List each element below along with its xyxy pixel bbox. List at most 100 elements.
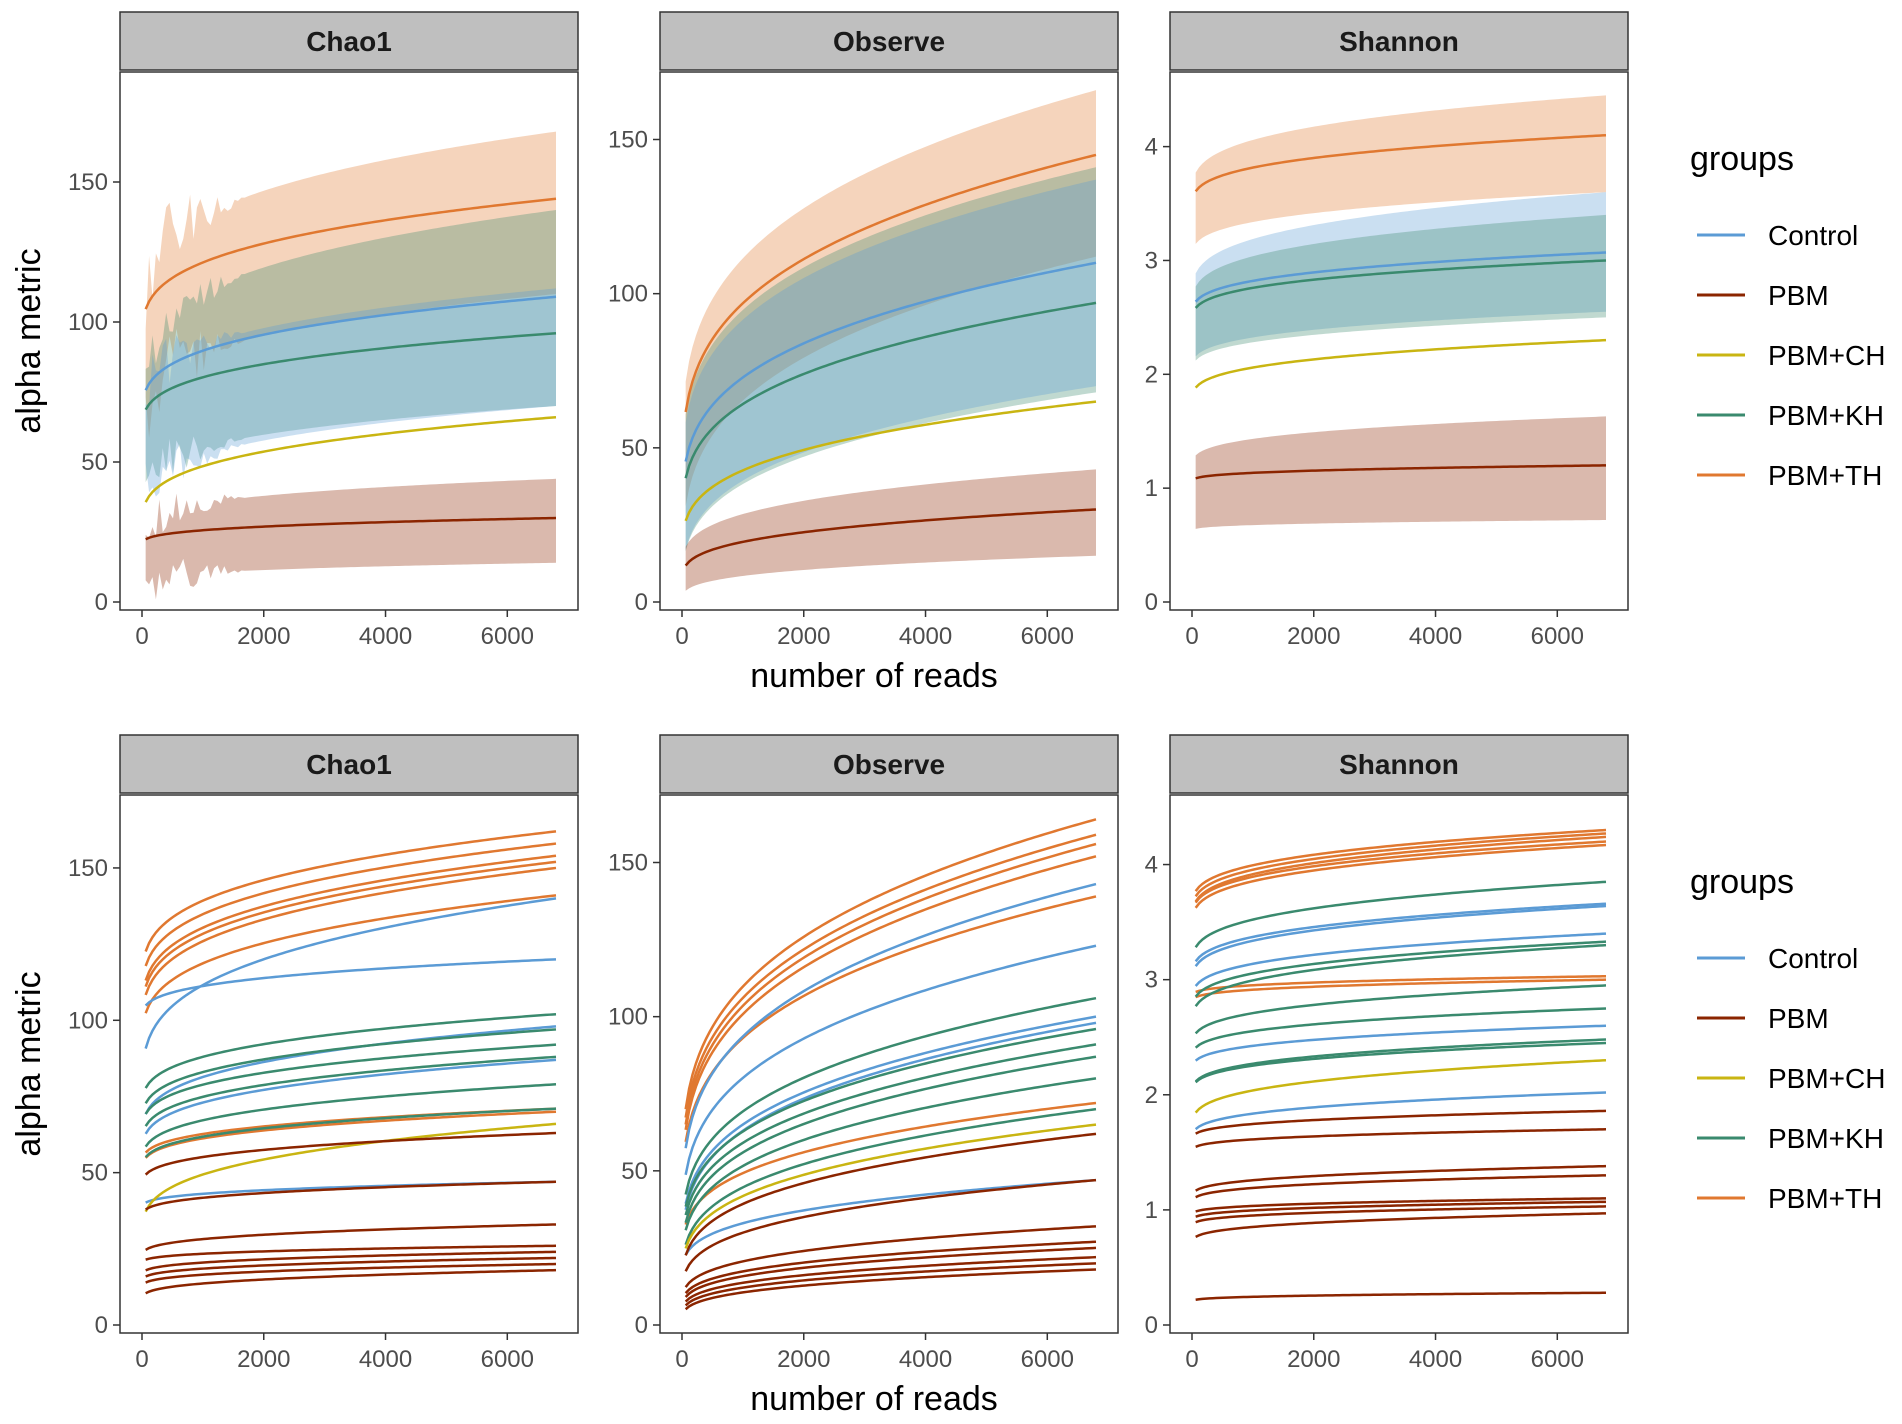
y-tick-label: 100 bbox=[68, 309, 108, 336]
sample-line-pbm-kh-4 bbox=[144, 1055, 557, 1127]
facet-title: Chao1 bbox=[306, 749, 392, 780]
sample-line-pbm-kh-7 bbox=[1194, 1041, 1607, 1084]
ribbon-pbm-kh bbox=[1195, 214, 1606, 361]
x-tick-label: 6000 bbox=[481, 1346, 534, 1373]
y-axis-title: alpha metric bbox=[10, 971, 48, 1156]
y-axis-title: alpha metric bbox=[10, 248, 48, 433]
x-tick-label: 0 bbox=[135, 623, 148, 650]
legend-label: PBM bbox=[1768, 1003, 1829, 1034]
legend-label: PBM bbox=[1768, 280, 1829, 311]
y-tick-label: 1 bbox=[1145, 475, 1158, 502]
facet-strip bbox=[1169, 734, 1629, 794]
mean-line-pbm-kh bbox=[684, 301, 1097, 479]
mean-line-pbm-kh bbox=[144, 331, 557, 411]
sample-line-pbm-4 bbox=[145, 1244, 557, 1261]
sample-line-pbm-5 bbox=[684, 1246, 1097, 1298]
sample-line-control-4 bbox=[144, 1058, 557, 1135]
sample-line-pbm-th-1 bbox=[684, 818, 1097, 1110]
mean-line-control bbox=[684, 261, 1097, 462]
x-tick-label: 0 bbox=[135, 1346, 148, 1373]
ribbon-control bbox=[685, 179, 1096, 550]
sample-line-pbm-kh-3 bbox=[1194, 943, 1607, 1007]
plot-marks bbox=[684, 90, 1097, 591]
x-tick-label: 6000 bbox=[481, 623, 534, 650]
y-tick-label: 0 bbox=[95, 1312, 108, 1339]
ribbon-pbm bbox=[1195, 416, 1606, 529]
sample-line-pbm-th-3 bbox=[684, 842, 1097, 1125]
sample-line-pbm-7 bbox=[684, 1262, 1097, 1307]
facet-title: Observe bbox=[833, 26, 945, 57]
x-tick-label: 2000 bbox=[237, 1346, 290, 1373]
y-tick-label: 50 bbox=[621, 1158, 648, 1185]
sample-line-pbm-th-4 bbox=[144, 860, 557, 988]
sample-line-pbm-7 bbox=[1195, 1205, 1607, 1224]
sample-line-pbm-kh-5 bbox=[144, 1083, 557, 1148]
panel-border bbox=[659, 794, 1119, 1334]
sample-line-pbm-th-3 bbox=[1194, 835, 1607, 903]
sample-line-control-3 bbox=[684, 1015, 1097, 1204]
x-tick-label: 6000 bbox=[1021, 1346, 1074, 1373]
legend-label: PBM+KH bbox=[1768, 400, 1884, 431]
sample-line-pbm-6 bbox=[1195, 1200, 1607, 1218]
y-tick-label: 50 bbox=[81, 449, 108, 476]
sample-line-pbm-th-4 bbox=[684, 855, 1097, 1131]
panel-observe-lines: Observe 0 50 100 150 0 2000 4000 6000 bbox=[608, 734, 1119, 1373]
plot-marks bbox=[144, 131, 557, 600]
sample-line-pbm-ch-1 bbox=[684, 1123, 1097, 1249]
sample-line-control-4 bbox=[1194, 1024, 1607, 1062]
sample-line-pbm-th-3 bbox=[144, 854, 557, 981]
y-tick-label: 0 bbox=[95, 589, 108, 616]
mean-line-pbm-ch bbox=[1194, 338, 1607, 389]
sample-line-pbm-8 bbox=[145, 1268, 557, 1295]
sample-line-pbm-ch-1 bbox=[1194, 1058, 1607, 1114]
sample-line-pbm-th-2 bbox=[144, 842, 557, 967]
sample-line-pbm-kh-1 bbox=[1194, 880, 1607, 949]
sample-line-pbm-kh-2 bbox=[144, 1028, 557, 1105]
mean-line-pbm bbox=[145, 516, 557, 541]
sample-line-pbm-kh-6 bbox=[144, 1107, 557, 1159]
y-tick-label: 4 bbox=[1145, 852, 1158, 879]
legend-label: PBM+KH bbox=[1768, 1123, 1884, 1154]
panel-border bbox=[1169, 794, 1629, 1334]
y-tick-label: 3 bbox=[1145, 967, 1158, 994]
ribbon-pbm-th bbox=[1195, 95, 1606, 244]
y-tick-label: 1 bbox=[1145, 1197, 1158, 1224]
facet-title: Shannon bbox=[1339, 26, 1459, 57]
sample-line-pbm-kh-4 bbox=[684, 1055, 1097, 1224]
sample-line-pbm-kh-4 bbox=[1194, 984, 1607, 1035]
sample-line-pbm-8 bbox=[684, 1268, 1097, 1311]
x-tick-label: 4000 bbox=[1409, 623, 1462, 650]
panel-border bbox=[119, 71, 579, 611]
mean-line-pbm bbox=[1195, 464, 1607, 480]
plot-area bbox=[660, 72, 1118, 610]
panel-shannon-lines: Shannon 0 1 2 3 4 0 2000 4000 6000 bbox=[1145, 734, 1629, 1373]
sample-line-pbm-4 bbox=[684, 1240, 1097, 1295]
panel-chao1-ribbon: Chao1 0 50 100 150 0 2000 4000 6000 bbox=[68, 11, 579, 650]
sample-line-pbm-kh-6 bbox=[684, 1107, 1097, 1246]
sample-line-control-1 bbox=[144, 897, 557, 1049]
sample-line-pbm-th-4 bbox=[1194, 840, 1607, 904]
sample-line-pbm-5 bbox=[145, 1250, 557, 1272]
sample-line-control-2 bbox=[144, 958, 557, 1007]
facet-strip bbox=[119, 11, 579, 71]
sample-line-pbm-kh-5 bbox=[684, 1077, 1097, 1231]
y-tick-label: 150 bbox=[608, 127, 648, 154]
mean-line-pbm-ch bbox=[684, 400, 1097, 522]
sample-line-pbm-th-6 bbox=[1195, 974, 1607, 994]
sample-line-pbm-kh-1 bbox=[684, 996, 1097, 1195]
y-tick-label: 0 bbox=[635, 1312, 648, 1339]
y-tick-label: 150 bbox=[68, 855, 108, 882]
y-tick-label: 150 bbox=[68, 169, 108, 196]
x-tick-label: 6000 bbox=[1531, 1346, 1584, 1373]
sample-line-pbm-6 bbox=[684, 1255, 1097, 1303]
ribbon-pbm-kh bbox=[145, 210, 556, 483]
x-tick-label: 6000 bbox=[1531, 623, 1584, 650]
facet-title: Shannon bbox=[1339, 749, 1459, 780]
sample-line-pbm-1 bbox=[684, 1132, 1097, 1256]
x-tick-label: 0 bbox=[675, 1346, 688, 1373]
sample-line-pbm-2 bbox=[684, 1178, 1097, 1272]
legend-title: groups bbox=[1690, 863, 1794, 901]
sample-line-pbm-1 bbox=[144, 1131, 557, 1176]
sample-line-pbm-2 bbox=[1195, 1128, 1607, 1148]
